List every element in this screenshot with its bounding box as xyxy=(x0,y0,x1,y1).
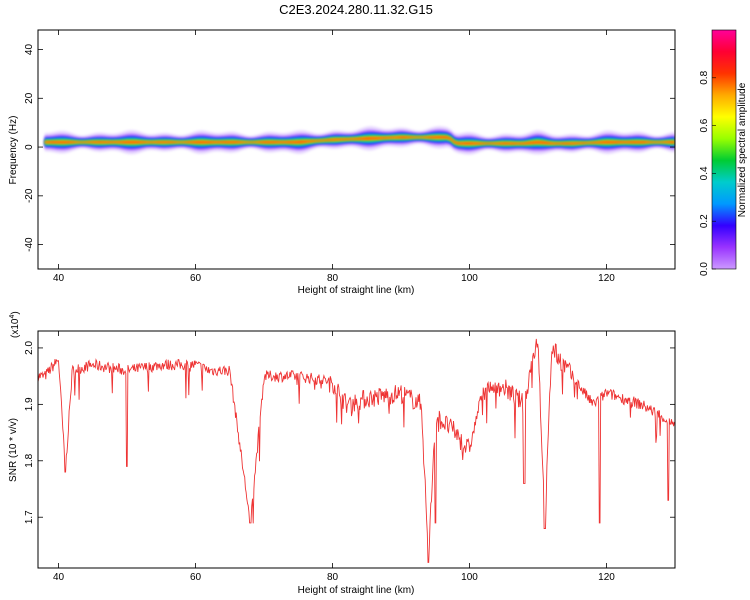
snr-y-tick-1neg9-label: 1.9 xyxy=(24,397,35,411)
spectrogram-y-tick-0-label: 0 xyxy=(24,144,35,150)
snr-frame xyxy=(37,330,676,569)
spectrogram-x-tick-80-label: 80 xyxy=(327,273,339,284)
snr-scale-prefix: (x10 xyxy=(10,318,21,338)
spectrogram-y-label: Frequency (Hz) xyxy=(8,116,19,185)
snr-scale-suffix: ) xyxy=(10,311,21,314)
spectrogram-y-ticks: 40 20 0 -20 -40 xyxy=(24,44,675,252)
figure-title: C2E3.2024.280.11.32.G15 xyxy=(279,2,433,17)
spectrogram-x-tick-100-label: 100 xyxy=(461,273,478,284)
colorbar: 0.0 0.2 0.4 0.6 0.8 Normalized spectral ampl… xyxy=(699,29,748,276)
colorbar-ticks: 0.0 0.2 0.4 0.6 0.8 xyxy=(699,70,716,276)
colorbar-frame xyxy=(711,29,737,270)
snr-y-ticks: 2.0 1.9 1.8 1.7 xyxy=(24,341,675,524)
snr-y-tick-2-label: 2.0 xyxy=(24,341,35,355)
spectrogram-y-tick-neg20-label: -20 xyxy=(24,188,35,203)
snr-y-tick-1neg7-label: 1.7 xyxy=(24,510,35,524)
snr-y-tick-1neg8-label: 1.8 xyxy=(24,453,35,467)
snr-x-tick-120-label: 120 xyxy=(598,572,615,583)
snr-x-tick-60-label: 60 xyxy=(190,572,202,583)
colorbar-ramp xyxy=(712,30,736,269)
snr-scale-exponent: 4 xyxy=(9,315,16,319)
spectral-ridge xyxy=(44,126,675,155)
spectrogram-x-tick-40-label: 40 xyxy=(53,273,65,284)
spectrogram-x-label: Height of straight line (km) xyxy=(298,285,415,296)
snr-panel: 40 60 80 100 120 2.0 1.9 1.8 1.7 Height of stra… xyxy=(8,311,676,596)
snr-x-ticks: 40 60 80 100 120 xyxy=(53,331,615,583)
spectrogram-frame xyxy=(37,29,676,270)
colorbar-tick-0-2-label: 0.2 xyxy=(699,214,710,228)
spectrogram-x-tick-60-label: 60 xyxy=(190,273,202,284)
colorbar-tick-0-label: 0.0 xyxy=(699,262,710,276)
svg-text:(x104): (x104) xyxy=(9,311,21,338)
snr-series-line xyxy=(38,338,675,563)
colorbar-tick-0-8-label: 0.8 xyxy=(699,70,710,84)
spectrogram-y-tick-40-label: 40 xyxy=(24,44,35,56)
snr-y-label: SNR (10 * v/v) xyxy=(8,418,19,482)
spectrogram-y-tick-20-label: 20 xyxy=(24,92,35,104)
colorbar-tick-0-4-label: 0.4 xyxy=(699,166,710,180)
colorbar-tick-0-6-label: 0.6 xyxy=(699,118,710,132)
spectrogram-x-tick-120-label: 120 xyxy=(598,273,615,284)
snr-scale-note: (x104) xyxy=(9,311,21,338)
snr-x-tick-40-label: 40 xyxy=(53,572,65,583)
spectrogram-x-ticks: 40 60 80 100 120 xyxy=(53,30,615,284)
colorbar-label: Normalized spectral amplitude xyxy=(737,82,748,217)
snr-x-label: Height of straight line (km) xyxy=(298,585,415,596)
snr-x-tick-80-label: 80 xyxy=(327,572,339,583)
spectrogram-panel: 40 60 80 100 120 40 20 0 -20 -40 Height of strai… xyxy=(8,29,676,296)
snr-x-tick-100-label: 100 xyxy=(461,572,478,583)
spectrogram-y-tick-neg40-label: -40 xyxy=(24,237,35,252)
ridge-band-0-9 xyxy=(44,136,675,145)
